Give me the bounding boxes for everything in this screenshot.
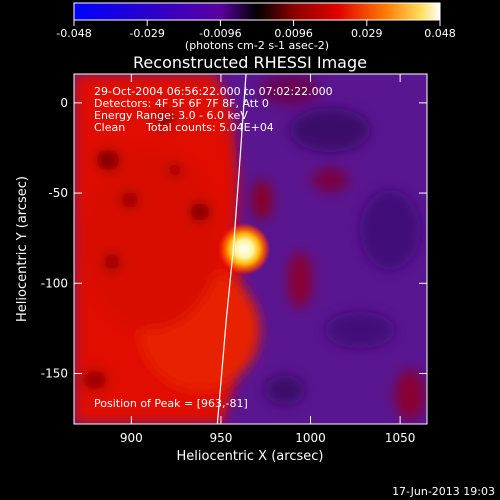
annotation-time-range: 29-Oct-2004 06:56:22.000 to 07:02:22.000 — [94, 85, 333, 98]
y-axis-label: Heliocentric Y (arcsec) — [15, 176, 30, 322]
annotation-peak-position: Position of Peak = [963,-81] — [94, 397, 248, 410]
peak-source — [218, 223, 271, 275]
axis-ticks: 900 950 1000 1050 0 -50 -100 -150 — [41, 74, 427, 445]
plot-frame — [73, 73, 428, 425]
x-tick-label: 1000 — [295, 431, 326, 445]
x-tick-label: 950 — [209, 431, 232, 445]
y-tick-label: -150 — [41, 366, 68, 380]
heatmap-image — [74, 74, 427, 424]
colorbar-ticks: -0.048 -0.029 -0.0096 0.0096 0.029 0.048 — [56, 20, 456, 40]
colorbar-tick-label: 0.029 — [351, 27, 383, 40]
colorbar — [73, 2, 441, 21]
colorbar-tick-label: 0.048 — [424, 27, 456, 40]
x-tick-label: 900 — [120, 431, 143, 445]
chart-title: Reconstructed RHESSI Image — [133, 53, 367, 72]
colorbar-tick-label: 0.0096 — [274, 27, 313, 40]
colorbar-unit-label: (photons cm-2 s-1 asec-2) — [185, 39, 329, 52]
annotation-counts: Total counts: 5.04E+04 — [145, 121, 274, 134]
y-tick-label: 0 — [60, 96, 68, 110]
colorbar-tick-label: -0.048 — [56, 27, 91, 40]
annotation-method: Clean — [94, 121, 125, 134]
annotation-detectors: Detectors: 4F 5F 6F 7F 8F, Att 0 — [94, 97, 269, 110]
annotation-energy: Energy Range: 3.0 - 6.0 keV — [94, 109, 248, 122]
footer-date: 17-Jun-2013 19:03 — [392, 485, 495, 498]
x-axis-label: Heliocentric X (arcsec) — [177, 449, 324, 464]
annotation-block: 29-Oct-2004 06:56:22.000 to 07:02:22.000… — [94, 85, 333, 134]
colorbar-tick-label: -0.029 — [129, 27, 164, 40]
y-tick-label: -50 — [48, 186, 68, 200]
x-tick-label: 1050 — [385, 431, 416, 445]
y-tick-label: -100 — [41, 276, 68, 290]
colorbar-tick-label: -0.0096 — [199, 27, 241, 40]
solar-limb-line — [216, 74, 247, 424]
